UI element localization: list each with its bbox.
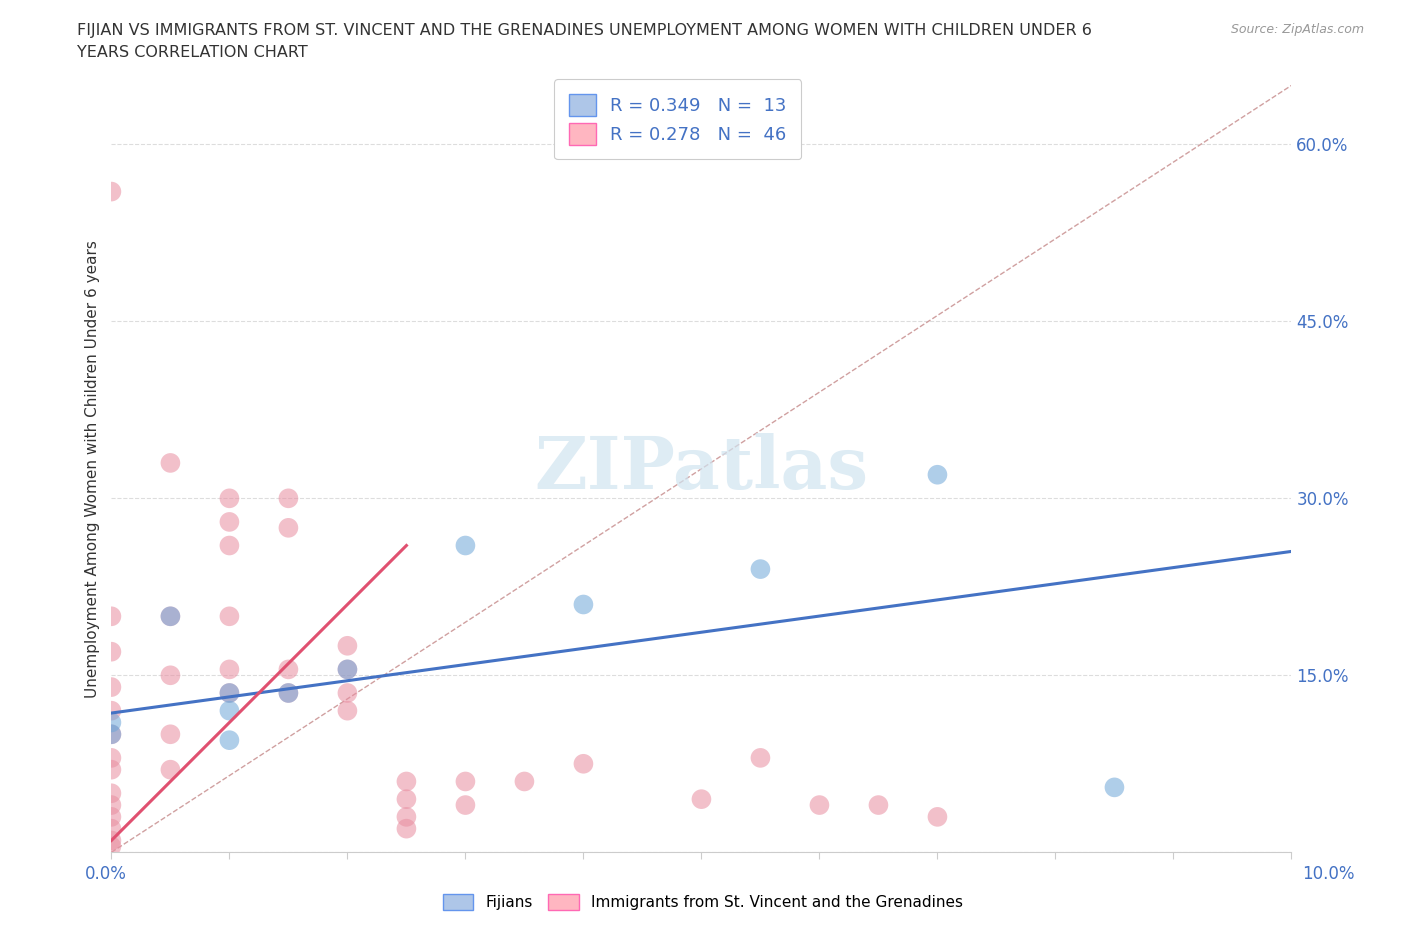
Point (454, 774, 477, 789)
Point (218, 733, 240, 748)
Point (927, 809, 949, 824)
Point (513, 774, 536, 789)
Legend: R = 0.349   N =  13, R = 0.278   N =  46: R = 0.349 N = 13, R = 0.278 N = 46 (554, 79, 801, 159)
Point (159, 668, 181, 683)
Point (454, 798, 477, 813)
Point (277, 685, 299, 700)
Point (100, 727, 122, 742)
Point (100, 833, 122, 848)
Point (100, 609, 122, 624)
Point (218, 662, 240, 677)
Point (100, 839, 122, 854)
Point (100, 763, 122, 777)
Point (159, 763, 181, 777)
Point (218, 609, 240, 624)
Text: Source: ZipAtlas.com: Source: ZipAtlas.com (1230, 23, 1364, 36)
Point (277, 662, 299, 677)
Point (100, 786, 122, 801)
Point (395, 809, 418, 824)
Point (277, 521, 299, 536)
Point (927, 467, 949, 482)
Point (218, 491, 240, 506)
Point (1104, 780, 1126, 795)
Point (218, 514, 240, 529)
Point (100, 751, 122, 765)
Point (690, 791, 713, 806)
Point (100, 727, 122, 742)
Point (218, 538, 240, 553)
Point (218, 703, 240, 718)
Point (100, 809, 122, 824)
Point (336, 638, 359, 653)
Point (100, 644, 122, 659)
Point (100, 821, 122, 836)
Legend: Fijians, Immigrants from St. Vincent and the Grenadines: Fijians, Immigrants from St. Vincent and… (436, 886, 970, 918)
Point (336, 703, 359, 718)
Point (100, 680, 122, 695)
Point (159, 609, 181, 624)
Point (100, 798, 122, 813)
Point (336, 662, 359, 677)
Text: YEARS CORRELATION CHART: YEARS CORRELATION CHART (77, 45, 308, 60)
Point (159, 727, 181, 742)
Point (336, 685, 359, 700)
Point (159, 609, 181, 624)
Point (454, 538, 477, 553)
Point (572, 597, 595, 612)
Point (100, 715, 122, 730)
Point (395, 821, 418, 836)
Y-axis label: Unemployment Among Women with Children Under 6 years: Unemployment Among Women with Children U… (86, 240, 100, 698)
Point (336, 662, 359, 677)
Point (159, 456, 181, 471)
Text: 0.0%: 0.0% (84, 865, 127, 884)
Point (868, 798, 890, 813)
Point (277, 491, 299, 506)
Point (100, 703, 122, 718)
Point (572, 756, 595, 771)
Point (395, 791, 418, 806)
Point (395, 774, 418, 789)
Text: 10.0%: 10.0% (1302, 865, 1355, 884)
Point (100, 184, 122, 199)
Point (808, 798, 831, 813)
Point (749, 562, 772, 577)
Text: FIJIAN VS IMMIGRANTS FROM ST. VINCENT AND THE GRENADINES UNEMPLOYMENT AMONG WOME: FIJIAN VS IMMIGRANTS FROM ST. VINCENT AN… (77, 23, 1092, 38)
Point (277, 685, 299, 700)
Point (218, 685, 240, 700)
Point (749, 751, 772, 765)
Point (218, 685, 240, 700)
Text: ZIPatlas: ZIPatlas (534, 433, 869, 504)
